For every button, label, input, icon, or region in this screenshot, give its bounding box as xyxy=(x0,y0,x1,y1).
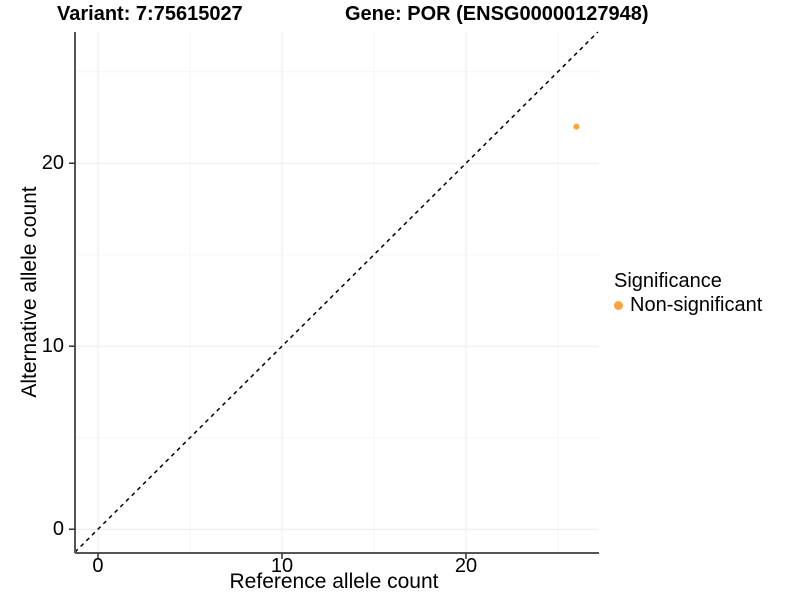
x-axis-title: Reference allele count xyxy=(229,570,439,593)
x-tick-label: 20 xyxy=(454,555,478,577)
legend-point-icon xyxy=(614,300,623,310)
identity-reference-line xyxy=(74,31,599,553)
legend-title: Significance xyxy=(614,270,722,292)
variant-title: Variant: 7:75615027 xyxy=(57,3,243,25)
y-tick-label: 10 xyxy=(41,335,64,358)
y-axis-title: Alternative allele count xyxy=(18,186,41,398)
data-point xyxy=(573,123,580,130)
y-tick-label: 20 xyxy=(41,152,64,175)
legend-label: Non-significant xyxy=(630,294,763,316)
plot-area-svg xyxy=(69,31,599,559)
legend: Significance Non-significant xyxy=(614,269,762,317)
x-tick-label: 0 xyxy=(92,555,104,577)
plot-panel xyxy=(69,31,599,559)
legend-item: Non-significant xyxy=(614,293,762,317)
legend-items: Non-significant xyxy=(614,293,762,317)
gene-title: Gene: POR (ENSG00000127948) xyxy=(345,3,649,25)
x-tick-label: 10 xyxy=(270,555,294,577)
y-tick-label: 0 xyxy=(52,518,64,541)
